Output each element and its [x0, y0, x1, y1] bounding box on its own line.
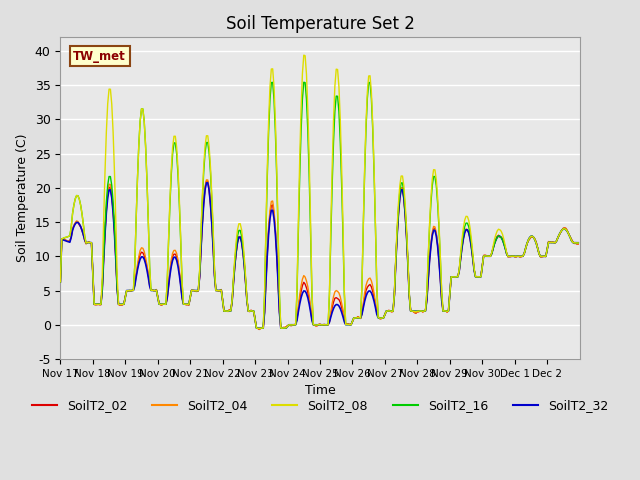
SoilT2_08 [326, 288, 333, 294]
SoilT2_08 [428, 177, 436, 182]
SoilT2_04 [326, 318, 333, 324]
SoilT2_02 [203, 179, 211, 184]
SoilT2_32 [573, 240, 580, 246]
SoilT2_08 [56, 279, 64, 285]
SoilT2_08 [573, 240, 580, 246]
Line: SoilT2_32: SoilT2_32 [60, 183, 579, 328]
SoilT2_04 [56, 279, 64, 285]
SoilT2_32 [74, 220, 82, 226]
Line: SoilT2_16: SoilT2_16 [60, 82, 579, 328]
SoilT2_04 [74, 218, 82, 224]
SoilT2_16 [506, 253, 513, 259]
Legend: SoilT2_02, SoilT2_04, SoilT2_08, SoilT2_16, SoilT2_32: SoilT2_02, SoilT2_04, SoilT2_08, SoilT2_… [27, 394, 613, 417]
SoilT2_04 [255, 326, 263, 332]
SoilT2_16 [56, 279, 64, 285]
SoilT2_32 [203, 180, 211, 186]
SoilT2_16 [300, 79, 308, 85]
SoilT2_08 [90, 301, 98, 307]
SoilT2_32 [428, 233, 436, 239]
SoilT2_02 [56, 279, 64, 285]
SoilT2_02 [326, 319, 333, 324]
SoilT2_04 [428, 230, 436, 236]
SoilT2_02 [255, 326, 263, 332]
SoilT2_16 [428, 183, 436, 189]
SoilT2_32 [506, 253, 513, 259]
SoilT2_08 [506, 253, 513, 259]
SoilT2_32 [326, 319, 333, 325]
SoilT2_08 [74, 193, 82, 199]
SoilT2_04 [575, 241, 582, 247]
Line: SoilT2_04: SoilT2_04 [60, 180, 579, 329]
SoilT2_08 [575, 240, 582, 246]
SoilT2_16 [573, 240, 580, 246]
X-axis label: Time: Time [305, 384, 335, 397]
SoilT2_02 [573, 241, 580, 247]
SoilT2_04 [203, 177, 211, 183]
Title: Soil Temperature Set 2: Soil Temperature Set 2 [225, 15, 415, 33]
Line: SoilT2_08: SoilT2_08 [60, 55, 579, 328]
SoilT2_08 [255, 325, 263, 331]
SoilT2_32 [56, 279, 64, 285]
Y-axis label: Soil Temperature (C): Soil Temperature (C) [16, 134, 29, 263]
SoilT2_02 [90, 301, 98, 307]
SoilT2_32 [575, 240, 582, 246]
Text: TW_met: TW_met [74, 50, 126, 63]
SoilT2_16 [90, 301, 98, 307]
SoilT2_04 [90, 301, 98, 307]
SoilT2_16 [575, 240, 582, 246]
SoilT2_04 [506, 254, 513, 260]
SoilT2_16 [74, 193, 82, 199]
SoilT2_32 [255, 325, 263, 331]
SoilT2_02 [74, 220, 82, 226]
SoilT2_04 [573, 241, 580, 247]
Line: SoilT2_02: SoilT2_02 [60, 181, 579, 329]
SoilT2_16 [326, 292, 333, 298]
SoilT2_32 [90, 301, 98, 307]
SoilT2_16 [255, 325, 263, 331]
SoilT2_02 [506, 254, 513, 260]
SoilT2_02 [575, 241, 582, 247]
SoilT2_02 [428, 231, 436, 237]
SoilT2_08 [300, 52, 308, 58]
